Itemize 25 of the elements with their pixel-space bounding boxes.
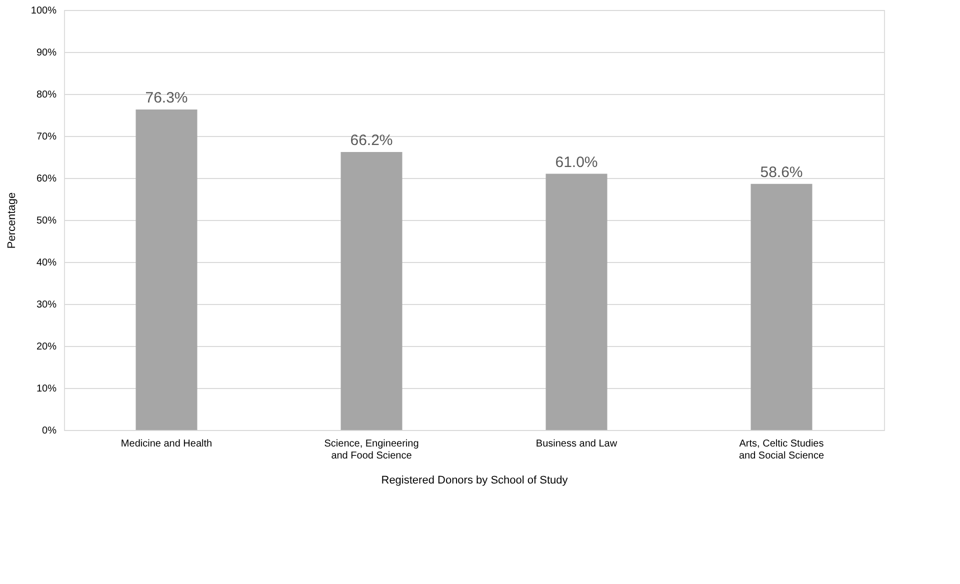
bar: [340, 152, 402, 430]
y-tick-label: 10%: [36, 384, 57, 394]
y-axis-title: Percentage: [6, 192, 18, 249]
y-tick-label: 20%: [36, 342, 57, 352]
y-tick-label: 30%: [36, 300, 57, 310]
data-label: 76.3%: [145, 90, 188, 107]
data-label: 66.2%: [350, 132, 393, 149]
x-tick-label: Science, Engineering and Food Science: [324, 438, 419, 462]
y-tick-label: 80%: [36, 90, 57, 100]
data-label: 58.6%: [760, 164, 803, 181]
x-axis-title: Registered Donors by School of Study: [381, 474, 568, 486]
bar: [546, 174, 608, 430]
data-label: 61.0%: [555, 154, 598, 171]
bar: [750, 184, 812, 430]
y-tick-label: 60%: [36, 174, 57, 184]
x-tick-label: Arts, Celtic Studies and Social Science: [738, 438, 824, 462]
x-tick-label: Medicine and Health: [120, 438, 212, 450]
y-tick-label: 40%: [36, 258, 57, 268]
y-tick-label: 90%: [36, 48, 57, 58]
y-tick-label: 0%: [42, 426, 57, 436]
x-tick-label: Business and Law: [536, 438, 618, 450]
bar: [136, 110, 198, 430]
y-tick-label: 50%: [36, 216, 57, 226]
y-tick-label: 70%: [36, 132, 57, 142]
y-tick-label: 100%: [30, 6, 57, 16]
